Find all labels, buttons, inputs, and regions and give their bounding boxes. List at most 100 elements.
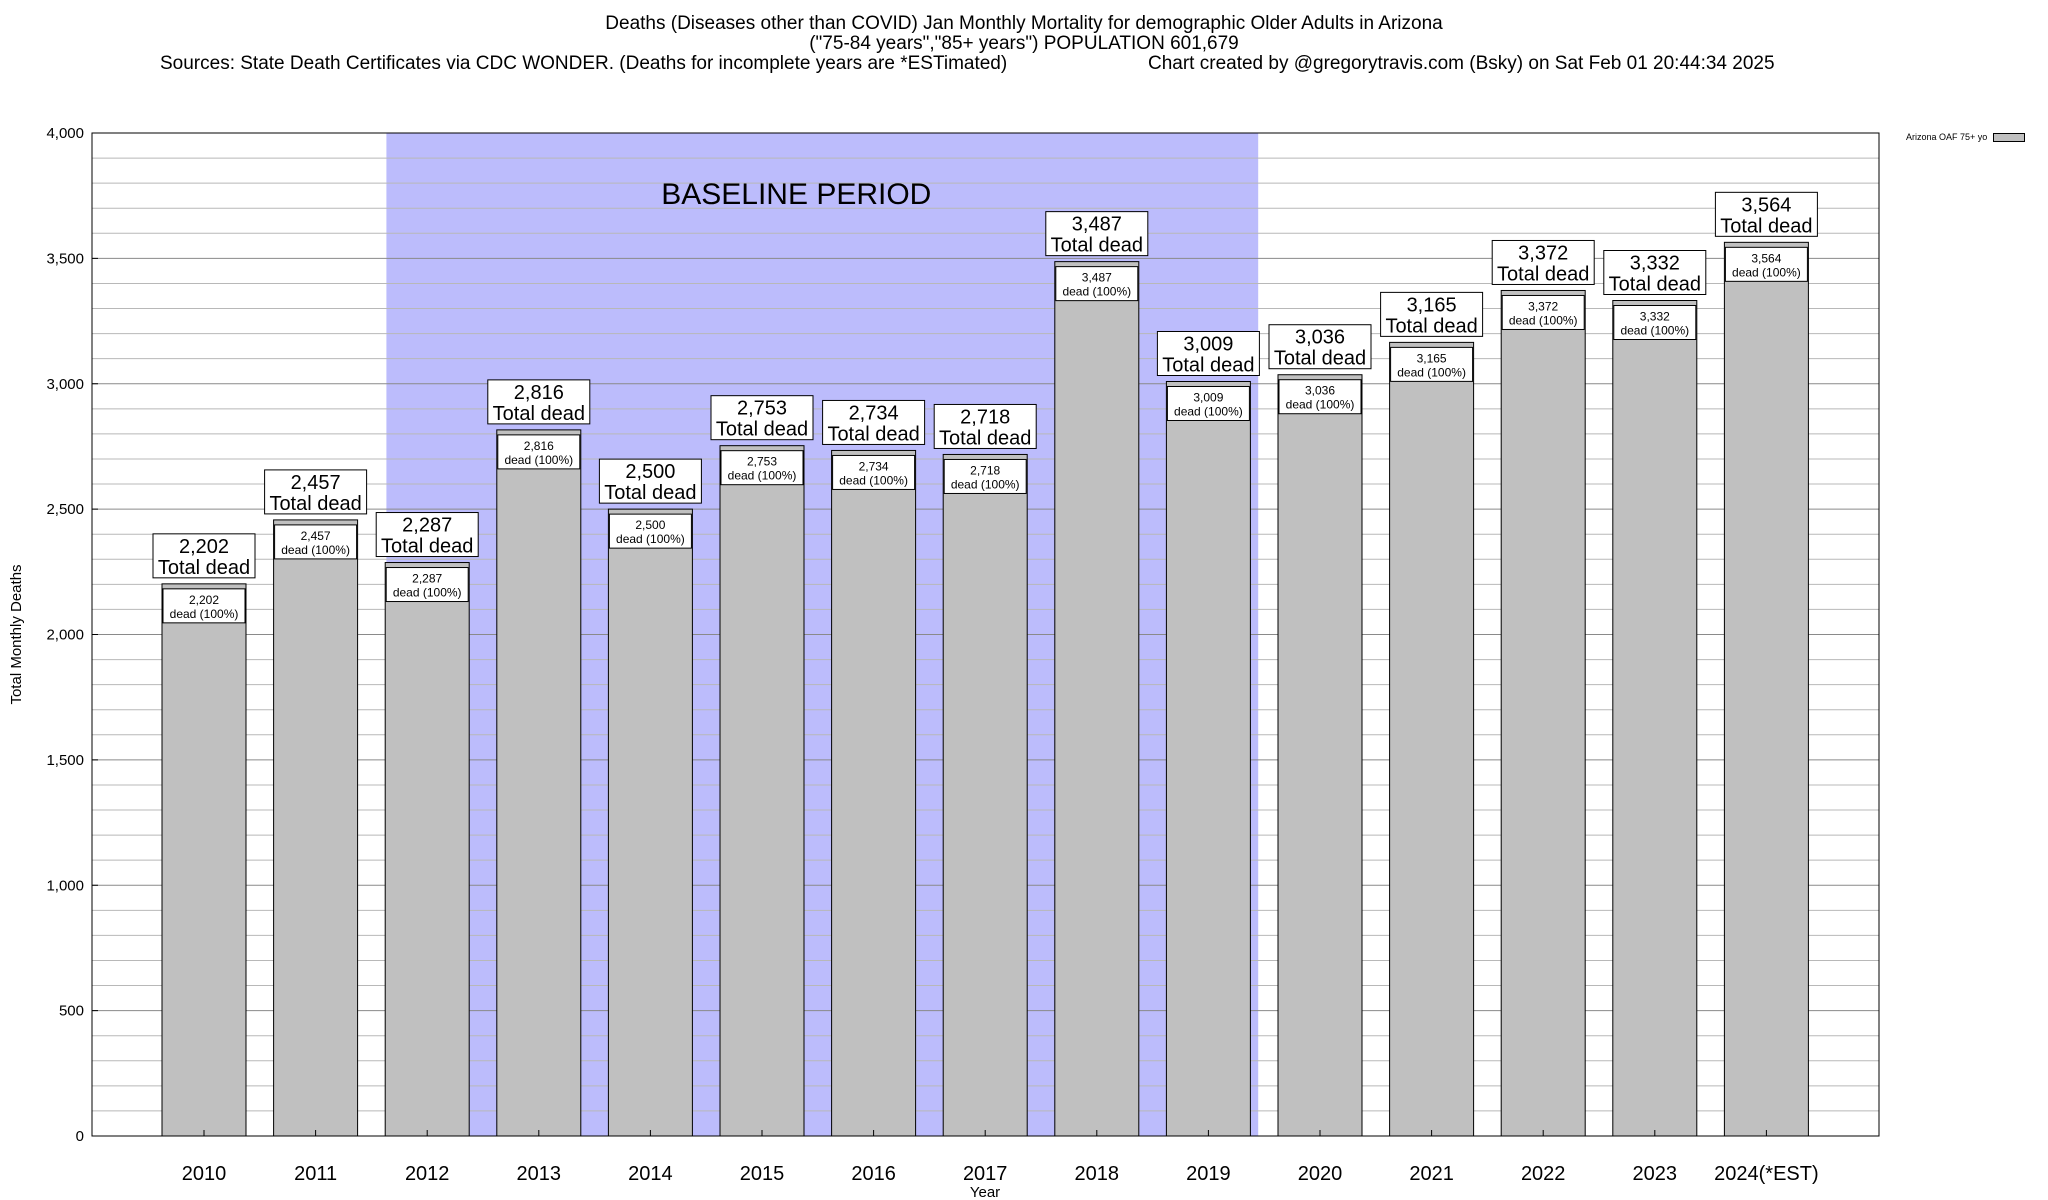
x-tick-label: 2017 bbox=[963, 1163, 1008, 1185]
bar-total-dead-label: Total dead bbox=[493, 403, 585, 425]
bar bbox=[1165, 380, 1251, 1137]
legend: Arizona OAF 75+ yo bbox=[1906, 132, 2026, 142]
bar-total-dead-label: Total dead bbox=[604, 482, 696, 504]
bar-inner-value-label: 3,487 bbox=[1082, 271, 1112, 285]
bar-inner-value-label: 3,036 bbox=[1305, 384, 1335, 398]
bar-total-label-box bbox=[1268, 324, 1372, 370]
bar bbox=[831, 449, 917, 1137]
bar-total-value-label: 3,332 bbox=[1630, 253, 1680, 275]
bar bbox=[273, 519, 359, 1137]
bar-total-label-box bbox=[1491, 239, 1595, 285]
x-tick-label: 2015 bbox=[740, 1163, 785, 1185]
chart-title-line-1: Deaths (Diseases other than COVID) Jan M… bbox=[605, 13, 1443, 34]
bar-total-dead-label: Total dead bbox=[716, 419, 808, 441]
bar-inner-percent-label: dead (100%) bbox=[1620, 324, 1689, 338]
bar-inner-percent-label: dead (100%) bbox=[839, 473, 908, 487]
bar-inner-value-label: 2,753 bbox=[747, 455, 777, 469]
plot-border bbox=[91, 132, 1880, 1137]
x-tick-label: 2010 bbox=[182, 1163, 227, 1185]
bar-total-value-label: 2,718 bbox=[960, 406, 1010, 428]
bar bbox=[1612, 300, 1698, 1137]
bar-total-label-box bbox=[1603, 250, 1707, 296]
bar-total-label-box bbox=[1714, 191, 1818, 237]
bar-inner-label-box bbox=[1501, 294, 1585, 330]
bar bbox=[719, 445, 805, 1137]
bar-total-label-box bbox=[1380, 291, 1484, 337]
x-tick-label: 2013 bbox=[517, 1163, 562, 1185]
y-tick-label: 1,000 bbox=[46, 877, 84, 894]
bar-total-dead-label: Total dead bbox=[827, 423, 919, 445]
bar-total-dead-label: Total dead bbox=[939, 427, 1031, 449]
chart-credit: Chart created by @gregorytravis.com (Bsk… bbox=[1148, 53, 1775, 74]
bar-total-label-box bbox=[1156, 330, 1260, 376]
bar-inner-percent-label: dead (100%) bbox=[728, 469, 797, 483]
bar-inner-value-label: 2,202 bbox=[189, 593, 219, 607]
x-tick-label: 2016 bbox=[851, 1163, 896, 1185]
bar-total-value-label: 2,753 bbox=[737, 398, 787, 420]
bar-total-value-label: 2,202 bbox=[179, 536, 229, 558]
bar-total-dead-label: Total dead bbox=[1162, 354, 1254, 376]
x-tick-label: 2018 bbox=[1075, 1163, 1120, 1185]
bar-total-label-box bbox=[710, 395, 814, 441]
bar-total-dead-label: Total dead bbox=[158, 557, 250, 579]
bar-total-dead-label: Total dead bbox=[269, 493, 361, 515]
bar bbox=[1500, 289, 1586, 1137]
y-tick-label: 4,000 bbox=[46, 125, 84, 142]
bar-inner-percent-label: dead (100%) bbox=[951, 477, 1020, 491]
y-tick-label: 3,500 bbox=[46, 250, 84, 267]
bar-inner-value-label: 2,816 bbox=[524, 439, 554, 453]
bar-inner-value-label: 3,332 bbox=[1640, 310, 1670, 324]
bar-inner-label-box bbox=[608, 513, 692, 549]
bar bbox=[607, 508, 693, 1137]
bar-total-dead-label: Total dead bbox=[381, 536, 473, 558]
bar-inner-value-label: 3,564 bbox=[1751, 251, 1781, 265]
x-tick-label: 2014 bbox=[628, 1163, 673, 1185]
bar-total-label-box bbox=[822, 399, 926, 445]
bar-inner-percent-label: dead (100%) bbox=[393, 586, 462, 600]
y-tick-label: 3,000 bbox=[46, 376, 84, 393]
bar-total-label-box bbox=[598, 458, 702, 504]
bar-total-value-label: 2,500 bbox=[625, 461, 675, 483]
y-axis-label: Total Monthly Deaths bbox=[8, 564, 25, 704]
baseline-period-label: BASELINE PERIOD bbox=[661, 178, 931, 211]
bar-total-dead-label: Total dead bbox=[1274, 348, 1366, 370]
x-axis-label: Year bbox=[970, 1184, 1000, 1200]
bar-total-value-label: 3,009 bbox=[1183, 333, 1233, 355]
bar-inner-label-box bbox=[497, 434, 581, 470]
bar-inner-value-label: 2,287 bbox=[412, 572, 442, 586]
bar-inner-value-label: 2,718 bbox=[970, 463, 1000, 477]
y-tick-label: 0 bbox=[76, 1128, 84, 1145]
bar-total-value-label: 3,372 bbox=[1518, 242, 1568, 264]
bar-inner-percent-label: dead (100%) bbox=[281, 543, 350, 557]
x-tick-label: 2020 bbox=[1298, 1163, 1343, 1185]
y-tick-label: 2,000 bbox=[46, 627, 84, 644]
bar-total-value-label: 2,287 bbox=[402, 515, 452, 537]
bar-inner-percent-label: dead (100%) bbox=[616, 532, 685, 546]
chart-title-line-2: ("75-84 years","85+ years") POPULATION 6… bbox=[809, 33, 1239, 54]
x-tick-label: 2012 bbox=[405, 1163, 450, 1185]
legend-swatch bbox=[1993, 132, 2026, 142]
bar-inner-label-box bbox=[1390, 346, 1474, 382]
x-tick-label: 2022 bbox=[1521, 1163, 1566, 1185]
bar-inner-percent-label: dead (100%) bbox=[1397, 365, 1466, 379]
bar bbox=[942, 453, 1028, 1137]
x-tick-label: 2011 bbox=[294, 1163, 337, 1185]
bar-inner-label-box bbox=[1724, 246, 1808, 282]
bar-total-value-label: 3,564 bbox=[1741, 194, 1791, 216]
bar-inner-percent-label: dead (100%) bbox=[1286, 398, 1355, 412]
bar-total-dead-label: Total dead bbox=[1609, 274, 1701, 296]
bar-inner-label-box bbox=[720, 450, 804, 486]
bar-inner-percent-label: dead (100%) bbox=[1174, 404, 1243, 418]
bar-inner-percent-label: dead (100%) bbox=[170, 607, 239, 621]
bar-inner-value-label: 3,165 bbox=[1417, 351, 1447, 365]
bar-inner-value-label: 2,500 bbox=[635, 518, 665, 532]
bar bbox=[1277, 374, 1363, 1137]
bar-total-label-box bbox=[264, 469, 368, 515]
legend-label: Arizona OAF 75+ yo bbox=[1906, 132, 1988, 142]
bar bbox=[1723, 241, 1809, 1137]
chart-sources: Sources: State Death Certificates via CD… bbox=[160, 53, 1008, 74]
bar-inner-label-box bbox=[1166, 385, 1250, 421]
bar-inner-percent-label: dead (100%) bbox=[1732, 265, 1801, 279]
bar-total-value-label: 2,816 bbox=[514, 382, 564, 404]
